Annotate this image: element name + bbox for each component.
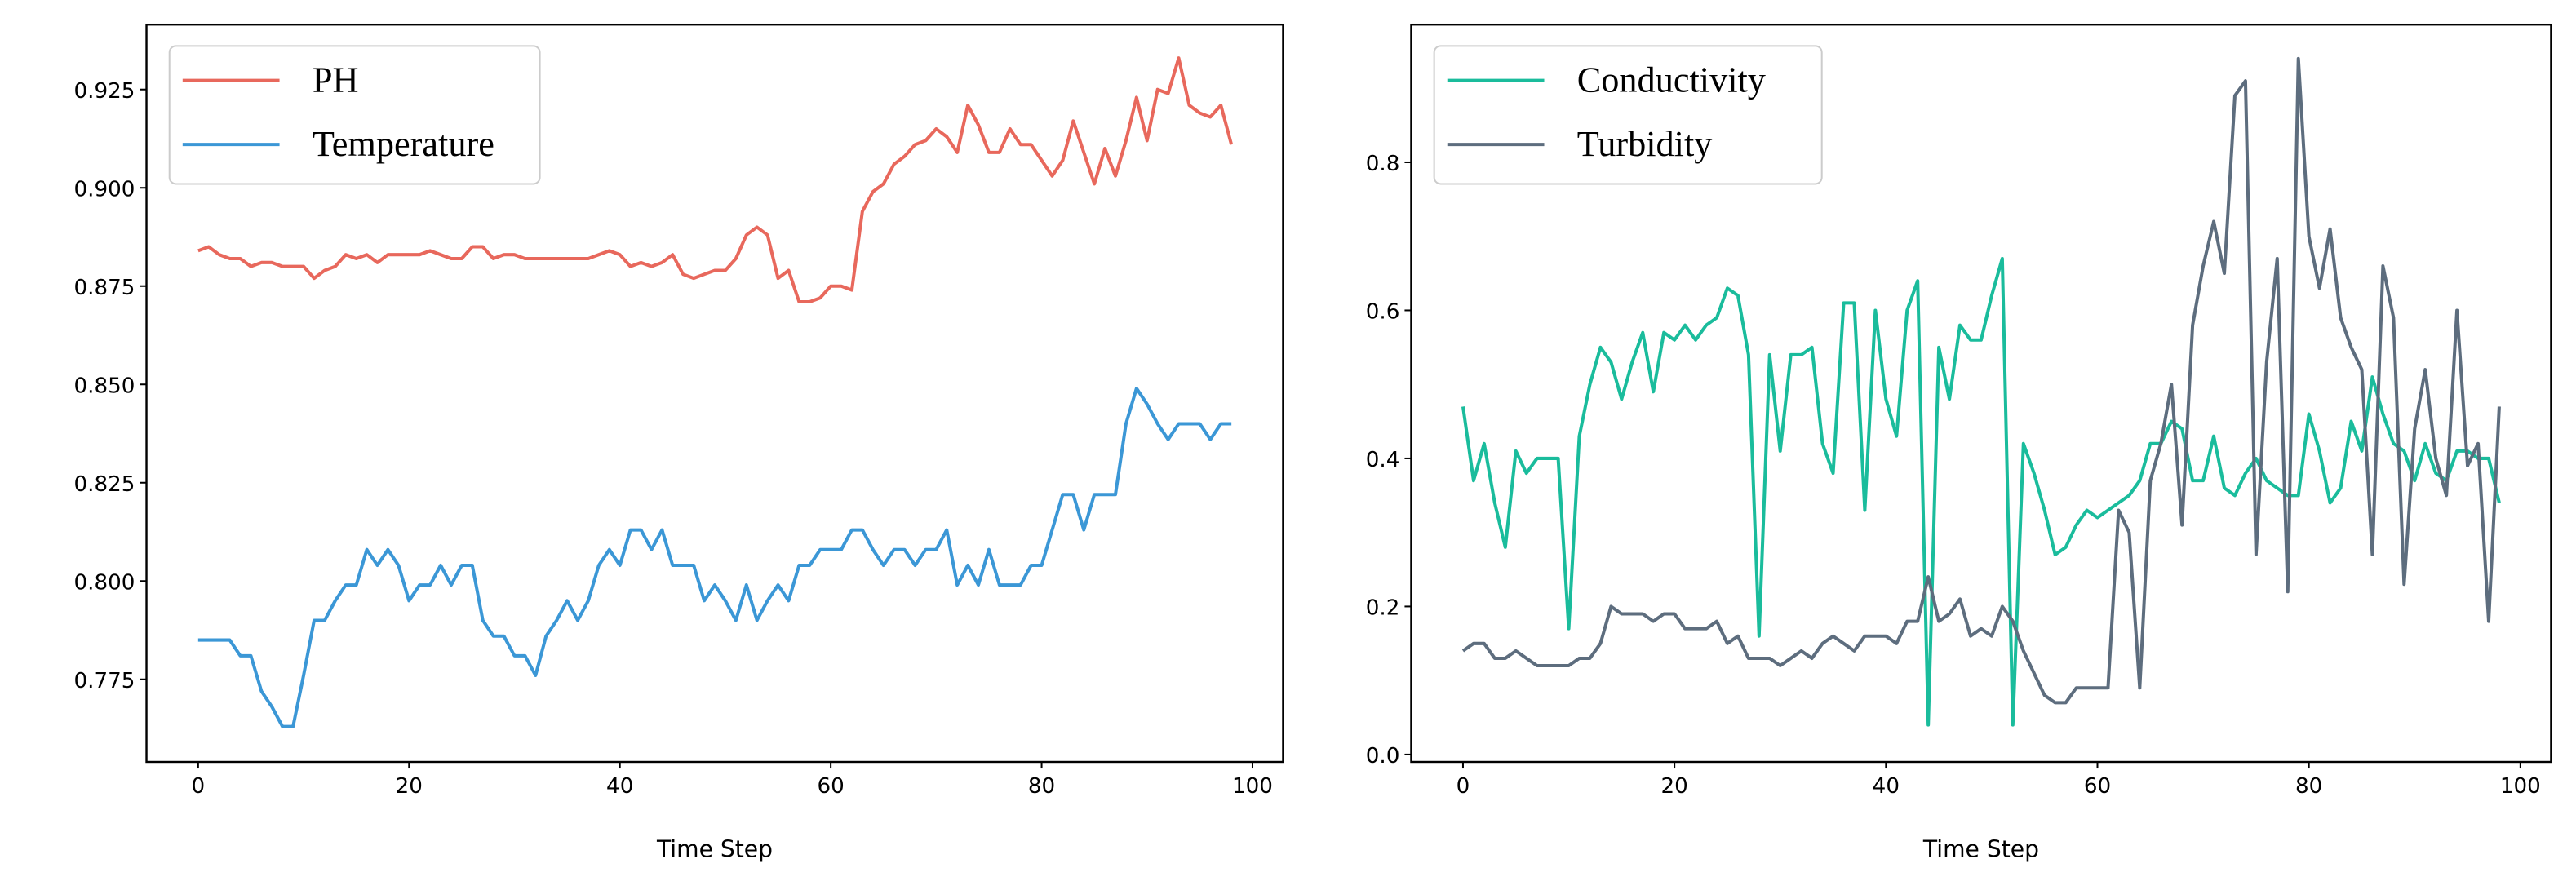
data-line bbox=[197, 56, 1234, 304]
x-tick-label: 40 bbox=[1873, 774, 1900, 799]
x-tick-label: 80 bbox=[2295, 774, 2322, 799]
x-tick-label: 0 bbox=[192, 774, 206, 799]
x-tick-label: 60 bbox=[2084, 774, 2111, 799]
legend-label: Temperature bbox=[313, 124, 494, 164]
legend-label: Conductivity bbox=[1577, 60, 1766, 100]
y-tick-label: 0.875 bbox=[74, 276, 135, 300]
legend-label: PH bbox=[313, 60, 359, 100]
y-tick-label: 0.8 bbox=[1366, 152, 1400, 176]
y-tick-label: 0.900 bbox=[74, 177, 135, 201]
y-tick-label: 0.925 bbox=[74, 79, 135, 104]
plot-frame bbox=[145, 23, 1284, 764]
x-tick-label: 40 bbox=[606, 774, 633, 799]
plot-frame bbox=[1410, 23, 2552, 764]
x-tick-label: 20 bbox=[1660, 774, 1687, 799]
y-tick-label: 0.4 bbox=[1366, 448, 1400, 472]
x-axis-label: Time Step bbox=[1922, 836, 2039, 863]
x-tick-label: 0 bbox=[1456, 774, 1470, 799]
data-line bbox=[197, 387, 1232, 728]
x-tick-label: 60 bbox=[817, 774, 844, 799]
data-line bbox=[1461, 256, 2501, 727]
x-tick-label: 100 bbox=[1232, 774, 1273, 799]
legend-label: Turbidity bbox=[1577, 124, 1713, 164]
x-tick-label: 80 bbox=[1028, 774, 1055, 799]
y-tick-label: 0.0 bbox=[1366, 744, 1400, 768]
data-line bbox=[1461, 56, 2501, 705]
y-tick-label: 0.775 bbox=[74, 669, 135, 693]
y-tick-label: 0.825 bbox=[74, 472, 135, 497]
x-tick-label: 100 bbox=[2500, 774, 2541, 799]
y-tick-label: 0.800 bbox=[74, 570, 135, 595]
x-axis-label: Time Step bbox=[656, 836, 773, 863]
y-tick-label: 0.850 bbox=[74, 374, 135, 398]
y-tick-label: 0.6 bbox=[1366, 300, 1400, 325]
y-tick-label: 0.2 bbox=[1366, 596, 1400, 620]
x-tick-label: 20 bbox=[396, 774, 423, 799]
